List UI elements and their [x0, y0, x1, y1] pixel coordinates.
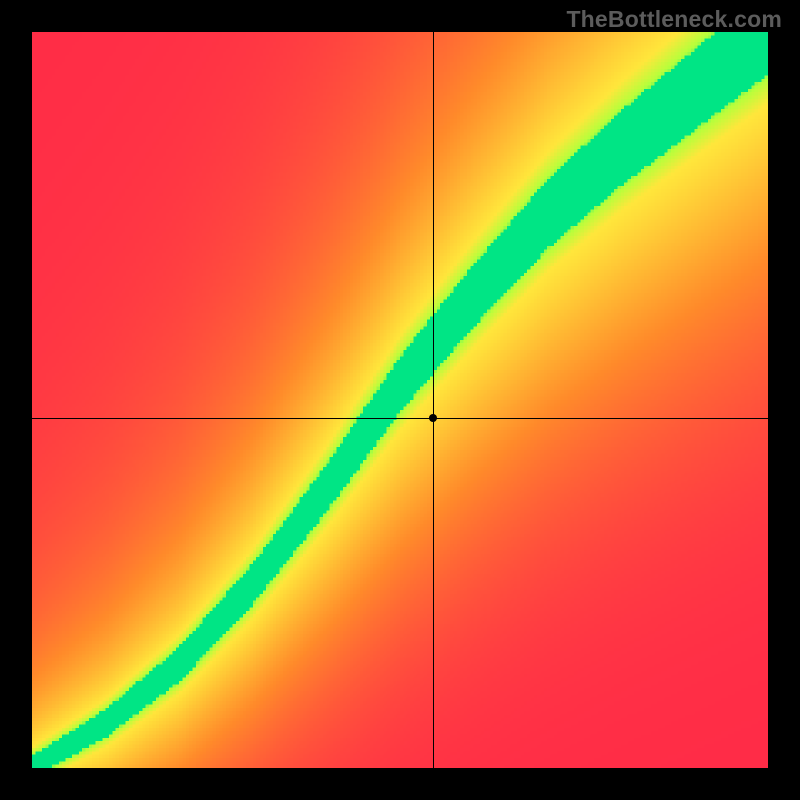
watermark-text: TheBottleneck.com [566, 6, 782, 33]
crosshair-vertical [433, 32, 434, 768]
bottleneck-heatmap [32, 32, 768, 768]
chart-container: TheBottleneck.com [0, 0, 800, 800]
crosshair-marker [429, 414, 437, 422]
crosshair-horizontal [32, 418, 768, 419]
